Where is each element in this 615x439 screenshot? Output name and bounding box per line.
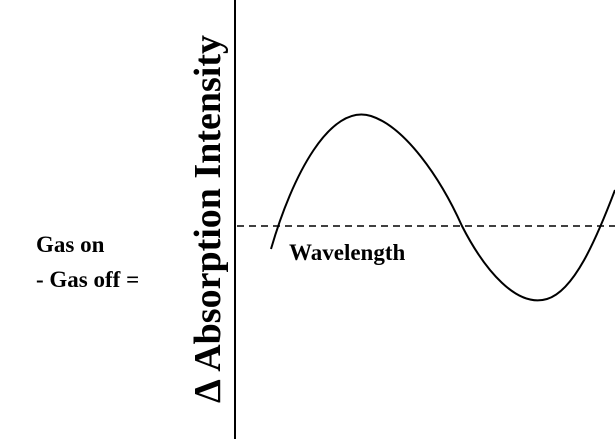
y-axis-label: Δ Absorption Intensity [187, 34, 229, 404]
difference-spectrum-curve [270, 113, 615, 302]
x-axis-label: Wavelength [289, 240, 406, 265]
equation-gas-off-label: - Gas off = [36, 267, 140, 292]
equation-gas-on-label: Gas on [36, 232, 105, 257]
